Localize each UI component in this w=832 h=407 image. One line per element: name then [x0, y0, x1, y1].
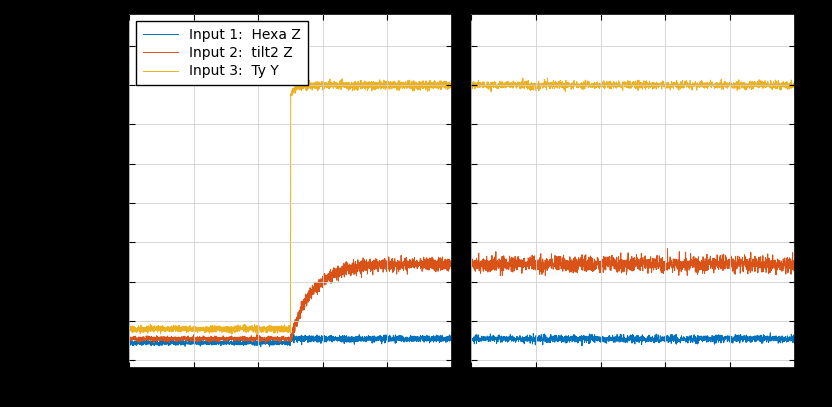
Line: Input 1:  Hexa Z: Input 1: Hexa Z: [129, 334, 452, 347]
Input 1:  Hexa Z: (0.51, -0.0332): Hexa Z: (0.51, -0.0332): [289, 332, 299, 337]
Input 3:  Ty Y: (1, 0.596): Ty Y: (1, 0.596): [447, 84, 457, 89]
Line: Input 3:  Ty Y: Input 3: Ty Y: [129, 79, 452, 335]
Input 3:  Ty Y: (0.659, 0.616): Ty Y: (0.659, 0.616): [337, 77, 347, 81]
Input 3:  Ty Y: (0.114, -0.0163): Ty Y: (0.114, -0.0163): [161, 325, 171, 330]
Input 3:  Ty Y: (0.173, -0.021): Ty Y: (0.173, -0.021): [180, 327, 190, 332]
Input 1:  Hexa Z: (0.173, -0.0588): Hexa Z: (0.173, -0.0588): [180, 342, 190, 347]
Input 3:  Ty Y: (0, -0.0158): Ty Y: (0, -0.0158): [124, 325, 134, 330]
Text: Displacement [m]: Displacement [m]: [455, 129, 468, 254]
Input 1:  Hexa Z: (0.408, -0.0652): Hexa Z: (0.408, -0.0652): [255, 344, 265, 349]
Input 2:  tilt2 Z: (0.423, -0.0559): tilt2 Z: (0.423, -0.0559): [260, 341, 270, 346]
Input 1:  Hexa Z: (0.114, -0.0577): Hexa Z: (0.114, -0.0577): [161, 341, 171, 346]
Input 2:  tilt2 Z: (0.981, 0.152): tilt2 Z: (0.981, 0.152): [441, 259, 451, 264]
Input 2:  tilt2 Z: (1, 0.146): tilt2 Z: (1, 0.146): [447, 261, 457, 266]
Legend: Input 1:  Hexa Z, Input 2:  tilt2 Z, Input 3:  Ty Y: Input 1: Hexa Z, Input 2: tilt2 Z, Input…: [136, 21, 308, 85]
Input 3:  Ty Y: (0.383, -0.0199): Ty Y: (0.383, -0.0199): [248, 326, 258, 331]
Input 3:  Ty Y: (0.397, -0.0339): Ty Y: (0.397, -0.0339): [252, 332, 262, 337]
Input 3:  Ty Y: (0.873, 0.607): Ty Y: (0.873, 0.607): [406, 80, 416, 85]
Input 2:  tilt2 Z: (0.383, -0.0494): tilt2 Z: (0.383, -0.0494): [248, 338, 258, 343]
Input 1:  Hexa Z: (0, -0.0556): Hexa Z: (0, -0.0556): [124, 341, 134, 346]
Input 1:  Hexa Z: (0.981, -0.054): Hexa Z: (0.981, -0.054): [441, 340, 451, 345]
Input 1:  Hexa Z: (1, -0.037): Hexa Z: (1, -0.037): [447, 333, 457, 338]
Input 1:  Hexa Z: (0.873, -0.0497): Hexa Z: (0.873, -0.0497): [406, 338, 416, 343]
Input 1:  Hexa Z: (0.383, -0.0583): Hexa Z: (0.383, -0.0583): [248, 341, 258, 346]
Input 2:  tilt2 Z: (0.427, -0.048): tilt2 Z: (0.427, -0.048): [262, 337, 272, 342]
Input 2:  tilt2 Z: (0.173, -0.0416): tilt2 Z: (0.173, -0.0416): [180, 335, 190, 340]
Input 3:  Ty Y: (0.427, -0.0208): Ty Y: (0.427, -0.0208): [262, 327, 272, 332]
Input 2:  tilt2 Z: (0, -0.0434): tilt2 Z: (0, -0.0434): [124, 336, 134, 341]
Input 1:  Hexa Z: (0.427, -0.055): Hexa Z: (0.427, -0.055): [262, 340, 272, 345]
Input 3:  Ty Y: (0.981, 0.609): Ty Y: (0.981, 0.609): [441, 79, 451, 84]
Input 2:  tilt2 Z: (0.873, 0.152): tilt2 Z: (0.873, 0.152): [406, 259, 416, 264]
Input 2:  tilt2 Z: (0.114, -0.0479): tilt2 Z: (0.114, -0.0479): [161, 337, 171, 342]
Line: Input 2:  tilt2 Z: Input 2: tilt2 Z: [129, 255, 452, 343]
Input 2:  tilt2 Z: (0.842, 0.167): tilt2 Z: (0.842, 0.167): [396, 253, 406, 258]
